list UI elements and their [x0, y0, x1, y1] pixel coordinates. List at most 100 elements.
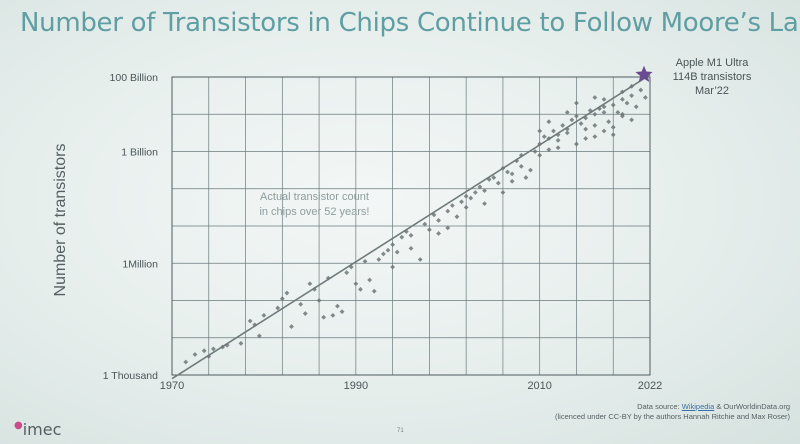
data-point [408, 232, 414, 238]
chart-title: Number of Transistors in Chips Continue … [20, 8, 800, 38]
wikipedia-link[interactable]: Wikipedia [681, 402, 715, 411]
data-point [569, 117, 575, 123]
x-tick-label: 1970 [160, 380, 184, 392]
data-point [404, 229, 409, 234]
page-number: 71 [397, 428, 404, 434]
data-point [321, 314, 327, 320]
y-tick-label: 1Million [122, 258, 158, 270]
data-point [316, 298, 322, 303]
data-point [385, 247, 391, 253]
data-point [546, 119, 552, 125]
data-point [583, 136, 589, 141]
data-point [486, 177, 492, 182]
data-point [555, 137, 561, 143]
data-point [381, 251, 386, 257]
data-point [583, 115, 589, 121]
data-point [210, 346, 216, 352]
data-point [518, 164, 524, 169]
data-point [546, 136, 552, 141]
data-point [601, 128, 607, 134]
data-point [344, 270, 350, 275]
data-points [183, 83, 648, 365]
data-point [587, 108, 593, 113]
data-point [643, 95, 648, 100]
data-point [491, 175, 497, 180]
data-point [610, 124, 616, 130]
data-point [376, 257, 382, 262]
data-point [436, 231, 441, 236]
data-point [597, 106, 602, 112]
annotation-line-2: in chips over 52 years! [259, 206, 369, 218]
data-point [638, 87, 644, 93]
data-point [348, 264, 354, 270]
data-point [445, 225, 451, 231]
data-point [477, 184, 483, 190]
data-point [426, 227, 432, 233]
imec-logo: ●imec [14, 420, 62, 439]
data-point [206, 353, 212, 359]
data-point [472, 190, 478, 195]
axis-ticks: 1970 1990 2010 2022 1 Thousand 1Million 1 Bill… [103, 72, 663, 392]
data-point [284, 290, 290, 296]
data-point [620, 96, 625, 102]
source-prefix: Data source: [637, 402, 682, 411]
data-point [629, 117, 635, 123]
data-point [325, 275, 331, 281]
data-point [601, 104, 607, 110]
data-point [312, 286, 317, 292]
data-point [592, 111, 598, 117]
data-point [537, 152, 543, 158]
source-amp: & OurWorldinData.org [714, 402, 790, 411]
data-point [592, 123, 598, 128]
data-point [302, 311, 308, 316]
trend-line [171, 74, 651, 380]
data-point [514, 158, 520, 164]
data-point [463, 193, 469, 199]
data-point [390, 242, 396, 248]
data-point [247, 318, 253, 324]
y-tick-label: 1 Thousand [103, 370, 158, 382]
data-point [390, 264, 396, 270]
trend-line-group [171, 74, 651, 380]
data-point [307, 281, 313, 287]
data-point [454, 214, 460, 220]
x-tick-label: 1990 [344, 380, 368, 392]
apple-m1-ultra-star [635, 65, 653, 82]
data-point [220, 344, 225, 350]
grid [171, 76, 651, 376]
data-point [399, 234, 405, 240]
data-point [528, 167, 533, 173]
data-point [578, 121, 584, 126]
data-point [224, 342, 230, 348]
data-point [624, 100, 630, 106]
data-point [537, 141, 543, 147]
plot-frame [171, 76, 651, 376]
data-point [482, 201, 487, 207]
data-point [445, 208, 451, 214]
data-point [201, 348, 207, 354]
data-point [592, 95, 598, 100]
source-licence: (licenced under CC-BY by the authors Han… [555, 412, 790, 421]
data-point [629, 83, 635, 89]
highlight-label-line-3: Mar’22 [695, 85, 729, 97]
data-point [192, 352, 198, 357]
data-point [505, 169, 510, 175]
data-point [252, 322, 258, 328]
data-point [574, 141, 579, 147]
data-point [394, 249, 400, 255]
annotation-line-1: Actual transistor count [260, 191, 369, 203]
data-point [541, 134, 547, 139]
data-point [620, 111, 625, 117]
data-point [495, 180, 501, 186]
data-point [555, 132, 561, 138]
data-point [431, 212, 437, 218]
data-point [289, 324, 294, 329]
data-point [183, 359, 189, 365]
data-point [358, 286, 363, 292]
data-point [275, 305, 281, 311]
data-point [523, 175, 529, 180]
data-point [601, 109, 607, 115]
data-point [353, 281, 359, 287]
data-point [564, 109, 570, 115]
